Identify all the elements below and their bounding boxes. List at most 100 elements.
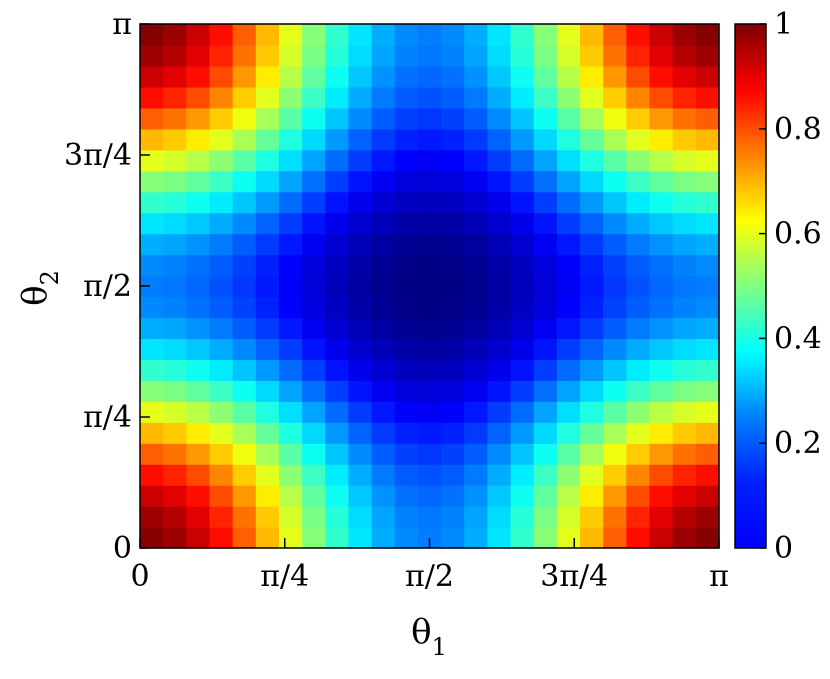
heatmap-cell — [232, 44, 257, 67]
heatmap-cell — [371, 317, 396, 339]
heatmap-cell — [394, 44, 419, 67]
y-axis-label: θ2 — [15, 270, 64, 306]
heatmap-cell — [672, 296, 697, 319]
heatmap-cell — [441, 338, 465, 360]
heatmap-cell — [695, 254, 720, 277]
heatmap-cell — [417, 506, 442, 528]
heatmap-cell — [626, 44, 651, 67]
heatmap-cell — [672, 317, 697, 339]
heatmap-cell — [348, 44, 373, 67]
heatmap-cell — [533, 24, 558, 46]
heatmap-cell — [487, 338, 512, 360]
heatmap-cell — [325, 401, 350, 423]
heatmap-cell — [649, 338, 674, 360]
heatmap-cell — [394, 233, 419, 256]
heatmap-cell — [510, 86, 535, 109]
heatmap-cell — [394, 191, 419, 214]
heatmap-cell — [302, 443, 326, 465]
heatmap-cell — [186, 485, 211, 507]
heatmap-cell — [209, 464, 234, 486]
heatmap-cell — [464, 317, 488, 339]
x-tick-label: π — [709, 559, 729, 594]
heatmap-cell — [140, 86, 164, 109]
heatmap-cell — [140, 338, 164, 360]
heatmap-cell — [533, 170, 558, 193]
heatmap-cell — [441, 24, 465, 46]
heatmap-cell — [394, 296, 419, 319]
heatmap-cell — [510, 380, 535, 402]
heatmap-cell — [533, 338, 558, 360]
heatmap-cell — [603, 65, 627, 88]
heatmap-cell — [672, 24, 697, 46]
heatmap-cell — [417, 170, 442, 193]
heatmap-cell — [580, 443, 604, 465]
heatmap-cell — [487, 401, 512, 423]
heatmap-cell — [580, 317, 604, 339]
heatmap-cell — [302, 401, 326, 423]
heatmap-cell — [163, 107, 187, 130]
heatmap-cell — [325, 296, 350, 319]
heatmap-cell — [278, 86, 303, 109]
colorbar-tick-label: 0 — [774, 531, 793, 566]
heatmap-cell — [140, 296, 164, 319]
heatmap-cell — [325, 380, 350, 402]
heatmap-cell — [371, 86, 396, 109]
heatmap-cell — [348, 191, 373, 214]
heatmap-cell — [348, 149, 373, 172]
heatmap-cell — [672, 380, 697, 402]
heatmap-cell — [255, 275, 280, 298]
heatmap-cell — [394, 401, 419, 423]
heatmap-cell — [278, 212, 303, 235]
heatmap-cell — [278, 170, 303, 193]
heatmap-cell — [163, 212, 187, 235]
heatmap-cell — [140, 317, 164, 339]
heatmap-cell — [186, 296, 211, 319]
heatmap-cell — [626, 212, 651, 235]
heatmap-cell — [209, 443, 234, 465]
heatmap-cell — [487, 212, 512, 235]
heatmap-cell — [626, 359, 651, 381]
colorbar-tick-label: 0.2 — [774, 426, 822, 461]
heatmap-cell — [649, 401, 674, 423]
heatmap-cell — [533, 233, 558, 256]
heatmap-cell — [580, 254, 604, 277]
heatmap-cell — [209, 191, 234, 214]
heatmap-cell — [626, 422, 651, 444]
heatmap-cell — [278, 296, 303, 319]
heatmap-cell — [140, 254, 164, 277]
heatmap-cell — [232, 275, 257, 298]
heatmap-cell — [487, 170, 512, 193]
heatmap-cell — [533, 128, 558, 151]
heatmap-cell — [302, 107, 326, 130]
heatmap-cell — [278, 464, 303, 486]
heatmap-cell — [209, 149, 234, 172]
heatmap-cell — [649, 254, 674, 277]
heatmap-cell — [603, 128, 627, 151]
heatmap-cell — [533, 506, 558, 528]
heatmap-cell — [441, 65, 465, 88]
heatmap-cell — [278, 107, 303, 130]
heatmap-cell — [533, 443, 558, 465]
heatmap-cell — [278, 233, 303, 256]
heatmap-cell — [441, 275, 465, 298]
heatmap-cell — [464, 44, 488, 67]
heatmap-cell — [232, 254, 257, 277]
heatmap-cell — [140, 527, 164, 549]
heatmap-cell — [394, 527, 419, 549]
heatmap-cell — [371, 24, 396, 46]
heatmap-cell — [626, 170, 651, 193]
heatmap-cell — [441, 527, 465, 549]
heatmap-cell — [603, 506, 627, 528]
heatmap-cell — [695, 464, 720, 486]
heatmap-cell — [163, 527, 187, 549]
heatmap-cell — [325, 275, 350, 298]
heatmap-cell — [209, 107, 234, 130]
heatmap-cell — [464, 149, 488, 172]
heatmap-cell — [580, 86, 604, 109]
heatmap-cell — [533, 296, 558, 319]
heatmap-cell — [325, 359, 350, 381]
heatmap-cell — [533, 359, 558, 381]
heatmap-cell — [140, 464, 164, 486]
heatmap-cell — [140, 443, 164, 465]
y-tick-label: π/4 — [83, 400, 132, 435]
